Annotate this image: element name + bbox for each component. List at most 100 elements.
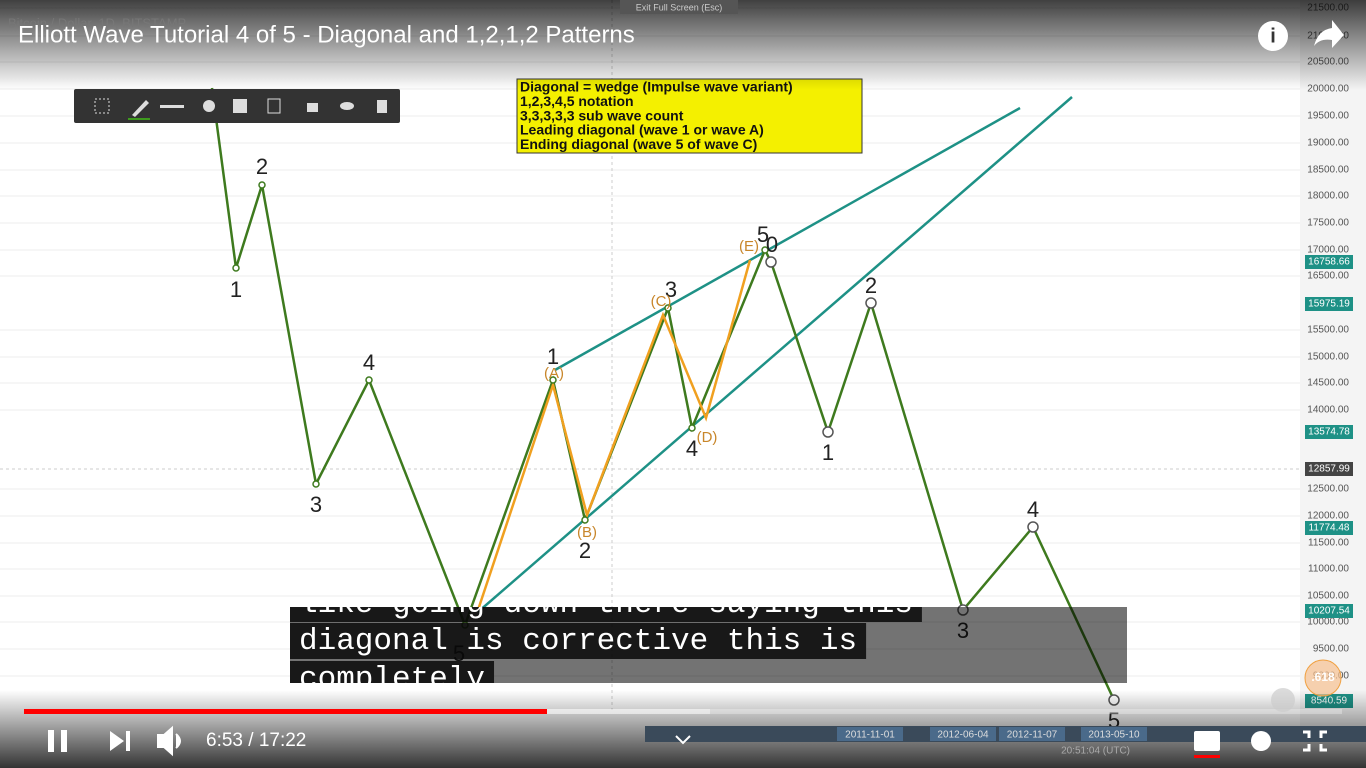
sub-wave-line [476, 259, 752, 611]
scroll-button[interactable] [1271, 688, 1295, 712]
annotation-line: Ending diagonal (wave 5 of wave C) [520, 136, 757, 152]
price-tick: 18000.00 [1307, 191, 1349, 202]
wave-label: 2 [256, 154, 268, 179]
price-marker-bg [1305, 297, 1353, 311]
price-axis: 21500.0021000.0020500.0020000.0019500.00… [1305, 3, 1353, 708]
wave-point [1027, 521, 1039, 533]
tool-clone[interactable] [267, 98, 281, 114]
wave-point [312, 480, 320, 488]
pause-button[interactable] [48, 730, 54, 752]
subtitles-button[interactable] [1194, 731, 1220, 751]
wave-label: 1 [230, 277, 242, 302]
price-tick: 17000.00 [1307, 245, 1349, 256]
pause-button-bar [61, 730, 67, 752]
tool-layers[interactable] [233, 99, 247, 113]
fib-badge[interactable] [1304, 659, 1342, 697]
sub-wave-label: (A) [544, 365, 564, 382]
subtitles-active [1194, 755, 1220, 758]
drawing-tools [94, 98, 387, 120]
tool-delete[interactable] [377, 100, 387, 113]
wave-label: 4 [363, 350, 375, 375]
wave-label: 2 [865, 273, 877, 298]
wave-label: 1 [822, 440, 834, 465]
annotation-line: 1,2,3,4,5 notation [520, 93, 634, 109]
price-marker: 13574.78 [1308, 427, 1350, 438]
volume-button[interactable] [157, 725, 181, 757]
annotation-box [516, 78, 863, 154]
wave-label: 0 [766, 232, 778, 257]
settings-button[interactable] [1251, 731, 1271, 751]
date-label: 2011-11-01 [845, 730, 895, 741]
wave-label: 5 [757, 222, 769, 247]
price-marker: 15975.19 [1308, 299, 1350, 310]
caption-line: diagonal is corrective this is [299, 624, 857, 659]
upper-trendline [554, 106, 1021, 372]
date-bg [930, 727, 996, 741]
price-tick: 14500.00 [1307, 378, 1349, 389]
caption-line-bg [290, 623, 867, 659]
wave-point [761, 246, 769, 254]
date-label: 2012-11-07 [1007, 730, 1058, 741]
captions: like going down there saying thisdiagona… [290, 587, 922, 697]
wave-point [865, 297, 877, 309]
info-button[interactable] [1258, 21, 1288, 51]
price-marker: 12857.99 [1308, 464, 1350, 475]
video-title[interactable]: Elliott Wave Tutorial 4 of 5 - Diagonal … [18, 21, 635, 48]
price-marker: 16758.66 [1308, 257, 1350, 268]
sub-wave-label: (E) [739, 238, 759, 255]
wave-label: 3 [665, 277, 677, 302]
share-button[interactable] [1314, 20, 1344, 48]
caption-line-bg [290, 607, 922, 622]
price-tick: 19500.00 [1307, 111, 1349, 122]
date-bg [1081, 727, 1147, 741]
date-bg [837, 727, 903, 741]
chapter-toggle[interactable] [675, 735, 691, 745]
price-tick: 9500.00 [1313, 644, 1350, 655]
price-marker: 10207.54 [1308, 606, 1350, 617]
tool-settings[interactable] [203, 100, 215, 112]
wave-label: 2 [579, 538, 591, 563]
exit-fullscreen-button[interactable] [1303, 730, 1327, 752]
exit-hint: Exit Full Screen (Esc) [636, 2, 723, 12]
wave-label: 4 [686, 436, 698, 461]
date-label: 2012-06-04 [937, 730, 989, 741]
progress-played [24, 709, 547, 714]
wave-point [258, 181, 266, 189]
price-tick: 12000.00 [1307, 511, 1349, 522]
wave-point [765, 256, 777, 268]
info-icon: i [1270, 25, 1276, 47]
fib-badge-label: .618 [1311, 670, 1335, 684]
caption-line: like going down there saying this [299, 587, 913, 622]
wave-point [822, 426, 834, 438]
price-tick: 14000.00 [1307, 405, 1349, 416]
wave-label: 4 [1027, 497, 1039, 522]
annotation-line: 3,3,3,3,3 sub wave count [520, 107, 684, 123]
price-tick: 10500.00 [1307, 591, 1349, 602]
tool-pen[interactable] [132, 100, 149, 117]
price-tick: 19000.00 [1307, 138, 1349, 149]
price-tick: 10000.00 [1307, 617, 1349, 628]
progress-track[interactable] [24, 709, 1342, 714]
tool-lock[interactable] [307, 103, 318, 112]
clock: 20:51:04 (UTC) [1061, 746, 1130, 757]
wave-point [688, 424, 696, 432]
tool-visibility[interactable] [340, 102, 354, 110]
tool-select[interactable] [94, 98, 110, 114]
price-tick: 12500.00 [1307, 484, 1349, 495]
price-tick: 11000.00 [1308, 564, 1349, 575]
sub-wave-label: (C) [651, 293, 672, 310]
price-marker: 11774.48 [1309, 523, 1350, 534]
price-tick: 17500.00 [1307, 218, 1349, 229]
top-gradient [0, 0, 1366, 90]
wave-point [664, 304, 672, 312]
price-tick: 15000.00 [1307, 352, 1349, 363]
wave-point [581, 516, 589, 524]
annotation-line: Leading diagonal (wave 1 or wave A) [520, 122, 764, 138]
caption-line: completely [299, 662, 485, 697]
lower-trendline [477, 96, 1073, 613]
wave-label: 1 [547, 344, 559, 369]
tool-width[interactable] [160, 105, 184, 108]
next-button[interactable] [110, 731, 130, 751]
